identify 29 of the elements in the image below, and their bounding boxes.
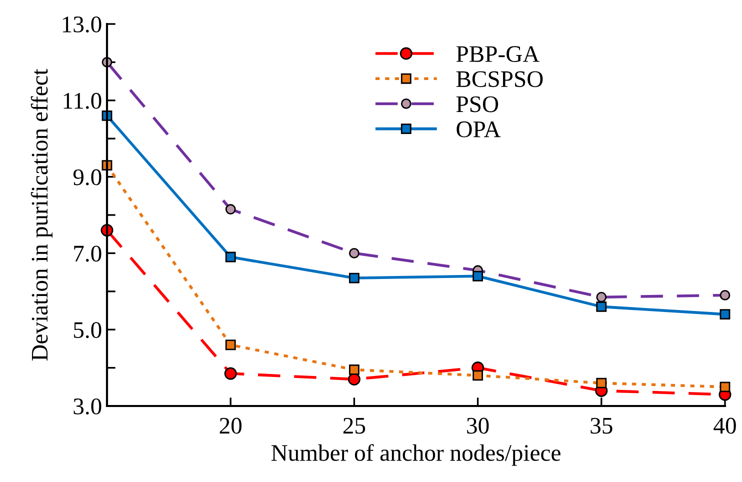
point (348, 373, 360, 386)
y-tick-label: 3.0 (74, 398, 102, 415)
point (348, 272, 360, 284)
point (225, 252, 236, 262)
y-tick-label: 9.0 (73, 169, 102, 186)
x-tick-label: 25 (343, 418, 366, 434)
x-tick-label: 40 (714, 418, 736, 434)
y-tick-label: 5.0 (74, 322, 102, 338)
y-tick-label: 11.0 (64, 92, 102, 109)
y-tick-label: 13.0 (62, 16, 102, 33)
y-tick-label: 7.0 (74, 246, 102, 262)
legend-label: PBP-GA (456, 46, 540, 62)
point (225, 340, 236, 350)
x-tick-label: 35 (590, 418, 612, 434)
point (472, 370, 484, 381)
point (596, 378, 607, 388)
point (224, 367, 237, 380)
point (720, 309, 730, 320)
y-axis-title: Deviation in purification effect (30, 68, 52, 361)
x-tick-label: 30 (467, 418, 489, 434)
point (348, 364, 360, 375)
legend-label: OPA (456, 121, 501, 138)
x-tick-label: 20 (220, 418, 242, 434)
point (596, 301, 607, 312)
x-axis-title: Number of anchor nodes/piece (271, 444, 560, 466)
point (720, 382, 730, 392)
legend-label: PSO (456, 96, 498, 112)
point (472, 270, 484, 282)
legend-label: BCSPSO (456, 71, 543, 88)
